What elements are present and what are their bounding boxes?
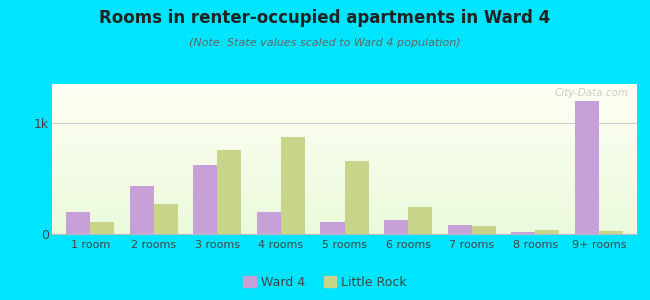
Bar — [90, 222, 114, 234]
Bar — [447, 225, 472, 234]
Bar — [66, 212, 90, 234]
Bar — [129, 186, 154, 234]
Bar — [535, 230, 560, 234]
Bar — [320, 222, 344, 234]
Bar — [217, 150, 242, 234]
Text: City-Data.com: City-Data.com — [554, 88, 628, 98]
Bar — [193, 165, 217, 234]
Text: (Note: State values scaled to Ward 4 population): (Note: State values scaled to Ward 4 pop… — [189, 38, 461, 47]
Bar — [384, 220, 408, 234]
Text: Rooms in renter-occupied apartments in Ward 4: Rooms in renter-occupied apartments in W… — [99, 9, 551, 27]
Bar — [599, 231, 623, 234]
Bar — [408, 207, 432, 234]
Bar — [472, 226, 496, 234]
Legend: Ward 4, Little Rock: Ward 4, Little Rock — [239, 271, 411, 294]
Bar — [281, 137, 305, 234]
Bar — [257, 212, 281, 234]
Bar — [344, 161, 369, 234]
Bar — [511, 232, 535, 234]
Bar — [154, 204, 178, 234]
Bar — [575, 101, 599, 234]
